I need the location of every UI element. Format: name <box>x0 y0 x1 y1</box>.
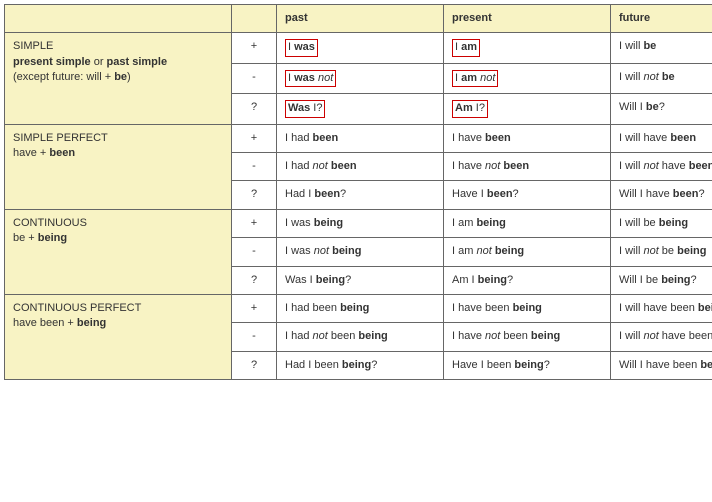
present-cell: I have been being <box>444 294 611 322</box>
sign-cell: - <box>232 238 277 266</box>
verb-tense-table: past present future SIMPLEpresent simple… <box>4 4 712 380</box>
future-cell: I will have been being <box>611 294 712 322</box>
future-cell: I will not have been being <box>611 323 712 351</box>
sign-cell: + <box>232 294 277 322</box>
header-present: present <box>444 5 611 33</box>
future-cell: Will I have been being? <box>611 351 712 379</box>
past-cell: Was I being? <box>277 266 444 294</box>
future-cell: I will have been <box>611 124 712 152</box>
present-cell: I have not been being <box>444 323 611 351</box>
past-cell: Was I? <box>277 94 444 124</box>
sign-cell: - <box>232 323 277 351</box>
past-cell: I had been <box>277 124 444 152</box>
sign-cell: + <box>232 209 277 237</box>
present-cell: Have I been being? <box>444 351 611 379</box>
sign-cell: ? <box>232 266 277 294</box>
sign-cell: - <box>232 152 277 180</box>
future-cell: I will not be being <box>611 238 712 266</box>
table-row: SIMPLEpresent simple or past simple(exce… <box>5 33 712 63</box>
header-empty-1 <box>5 5 232 33</box>
tense-label: SIMPLE PERFECThave + been <box>5 124 232 209</box>
table-row: CONTINUOUSbe + being+I was beingI am bei… <box>5 209 712 237</box>
tense-label: CONTINUOUS PERFECThave been + being <box>5 294 232 379</box>
present-cell: I am not <box>444 63 611 93</box>
future-cell: Will I be being? <box>611 266 712 294</box>
past-cell: I was <box>277 33 444 63</box>
past-cell: I had been being <box>277 294 444 322</box>
present-cell: I have not been <box>444 152 611 180</box>
table-row: SIMPLE PERFECThave + been+I had beenI ha… <box>5 124 712 152</box>
tense-label: CONTINUOUSbe + being <box>5 209 232 294</box>
present-cell: Am I being? <box>444 266 611 294</box>
tense-label: SIMPLEpresent simple or past simple(exce… <box>5 33 232 124</box>
sign-cell: ? <box>232 351 277 379</box>
present-cell: I have been <box>444 124 611 152</box>
table-row: CONTINUOUS PERFECThave been + being+I ha… <box>5 294 712 322</box>
past-cell: I was not being <box>277 238 444 266</box>
present-cell: I am not being <box>444 238 611 266</box>
future-cell: I will be <box>611 33 712 63</box>
past-cell: I had not been <box>277 152 444 180</box>
future-cell: I will not be <box>611 63 712 93</box>
past-cell: I was not <box>277 63 444 93</box>
header-future: future <box>611 5 712 33</box>
sign-cell: - <box>232 63 277 93</box>
header-row: past present future <box>5 5 712 33</box>
future-cell: I will be being <box>611 209 712 237</box>
past-cell: Had I been? <box>277 181 444 209</box>
present-cell: I am <box>444 33 611 63</box>
future-cell: I will not have been <box>611 152 712 180</box>
sign-cell: ? <box>232 181 277 209</box>
header-empty-2 <box>232 5 277 33</box>
sign-cell: + <box>232 124 277 152</box>
header-past: past <box>277 5 444 33</box>
past-cell: Had I been being? <box>277 351 444 379</box>
past-cell: I was being <box>277 209 444 237</box>
past-cell: I had not been being <box>277 323 444 351</box>
future-cell: Will I be? <box>611 94 712 124</box>
sign-cell: + <box>232 33 277 63</box>
present-cell: I am being <box>444 209 611 237</box>
present-cell: Have I been? <box>444 181 611 209</box>
present-cell: Am I? <box>444 94 611 124</box>
sign-cell: ? <box>232 94 277 124</box>
future-cell: Will I have been? <box>611 181 712 209</box>
